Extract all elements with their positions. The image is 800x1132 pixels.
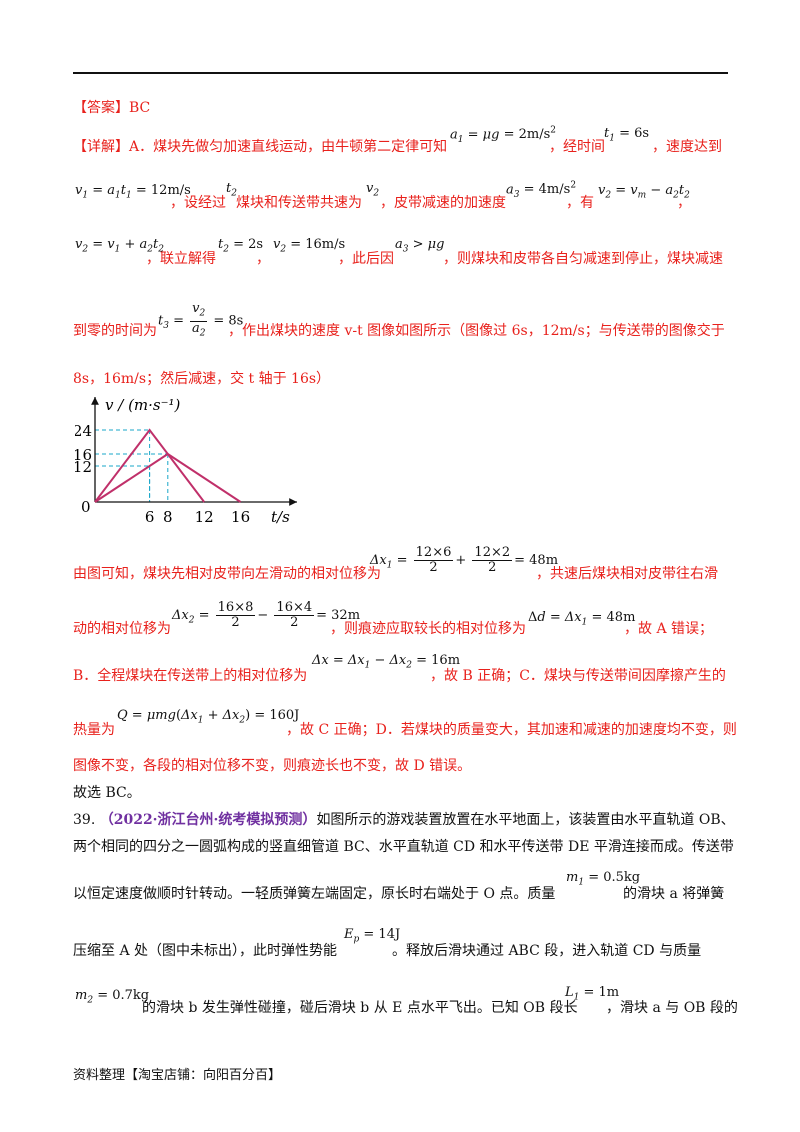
formula-v2eq2: v2 = v1 + a2t2 — [75, 237, 164, 255]
question-line-1: 39. （2022·浙江台州·统考模拟预测）如图所示的游戏装置放置在水平地面上，… — [73, 812, 735, 828]
detail-line-9b: ，故 C 正确；D．若煤块的质量变大，其加速和减速的加速度均不变，则 — [286, 722, 737, 738]
detail-line-2b: 煤块和传送带共速为 — [236, 195, 362, 211]
formula-L1: L1 = 1m — [565, 985, 620, 1003]
y-tick-16: 16 — [75, 446, 92, 464]
formula-dx: Δx = Δx1 − Δx2 = 16m — [312, 653, 461, 671]
formula-a1: a1 = μg = 2m/s2 — [450, 126, 557, 145]
y-tick-12: 12 — [75, 458, 92, 476]
formula-m1: m1 = 0.5kg — [566, 870, 641, 888]
formula-v1: v1 = a1t1 = 12m/s — [75, 183, 191, 201]
question-line-5b: ，滑块 a 与 OB 段的 — [606, 1000, 738, 1016]
series-belt — [94, 428, 205, 503]
detail-line-6b: ，共速后煤块相对皮带往右滑 — [536, 566, 718, 582]
detail-line-2e: ， — [677, 195, 691, 211]
x-tick-12: 12 — [195, 508, 214, 526]
detail-line-5: 8s，16m/s；然后减速，交 t 轴于 16s） — [73, 371, 331, 387]
formula-v2eq: v2 = vm − a2t2 — [598, 183, 690, 201]
x-axis-label: t/s — [271, 508, 290, 526]
question-source: （2022·浙江台州·统考模拟预测） — [99, 812, 317, 828]
formula-dx2: Δx2 = 16×8 2− 16×4 2 = 32m — [172, 600, 361, 630]
formula-dx1: Δx1 = 12×6 2 + 12×2 2 = 48m — [370, 545, 559, 575]
origin-label: 0 — [81, 498, 91, 516]
detail-line-7b: ，则痕迹应取较长的相对位移为 — [330, 621, 526, 637]
formula-ep: Ep = 14J — [344, 927, 401, 945]
detail-line-1c: ，速度达到 — [652, 139, 722, 155]
detail-line-7a: 动的相对位移为 — [73, 621, 171, 637]
question-line-2: 两个相同的四分之一圆弧构成的竖直细管道 BC、水平直轨道 CD 和水平传送带 D… — [73, 839, 734, 855]
detail-line-2a: ，设经过 — [170, 195, 226, 211]
question-line-3a: 以恒定速度做顺时针转动。一轻质弹簧左端固定，原长时右端处于 O 点。质量 — [73, 886, 556, 902]
detail-line-2d: ，有 — [566, 195, 594, 211]
footer-text: 资料整理【淘宝店铺：向阳百分百】 — [73, 1068, 282, 1083]
detail-line-10: 图像不变，各段的相对位移不变，则痕迹长也不变，故 D 错误。 — [73, 758, 472, 774]
detail-line-7c: ，故 A 错误； — [624, 621, 714, 637]
detail-line-2c: ，皮带减速的加速度 — [380, 195, 506, 211]
y-tick-24: 24 — [75, 422, 92, 440]
formula-v2val: v2 = 16m/s — [273, 237, 346, 255]
detail-line-3b: ， — [256, 251, 270, 267]
formula-q: Q = μmg(Δx1 + Δx2) = 160J — [117, 708, 300, 726]
detail-line-4b: ，作出煤块的速度 v-t 图像如图所示（图像过 6s，12m/s；与传送带的图像… — [228, 323, 725, 339]
detail-line-3c: ，此后因 — [338, 251, 394, 267]
x-tick-6: 6 — [145, 508, 155, 526]
formula-t3: t3 = v2 a2 = 8s — [158, 301, 244, 339]
detail-line-9a: 热量为 — [73, 722, 115, 738]
detail-line-11: 故选 BC。 — [73, 785, 141, 801]
header-rule — [73, 72, 728, 74]
formula-m2: m2 = 0.7kg — [75, 988, 150, 1006]
detail-line-8b: ，故 B 正确；C．煤块与传送带间因摩擦产生的 — [430, 668, 726, 684]
formula-a3: a3 = 4m/s2 — [506, 181, 577, 200]
question-number: 39. — [73, 812, 96, 828]
formula-a3cmp: a3 > μg — [395, 237, 445, 255]
detail-line-8a: B．全程煤块在传送带上的相对位移为 — [73, 668, 308, 684]
formula-t1: t1 = 6s — [604, 126, 650, 144]
detail-line-3a: ，联立解得 — [146, 251, 216, 267]
formula-dd: Δd = Δx1 = 48m — [528, 610, 636, 628]
question-line-3b: 的滑块 a 将弹簧 — [623, 886, 725, 902]
x-tick-8: 8 — [163, 508, 173, 526]
detail-line-6a: 由图可知，煤块先相对皮带向左滑动的相对位移为 — [73, 566, 381, 582]
detail-line-1b: ，经时间 — [549, 139, 605, 155]
series-coal — [94, 452, 242, 503]
formula-v2: v2 — [366, 181, 380, 199]
detail-line-4a: 到零的时间为 — [73, 323, 157, 339]
question-line-5a: 的滑块 b 发生弹性碰撞，碰后滑块 b 从 E 点水平飞出。已知 OB 段长 — [142, 1000, 578, 1016]
x-tick-16: 16 — [231, 508, 250, 526]
detail-line-1: 【详解】A．煤块先做匀加速直线运动，由牛顿第二定律可知 — [73, 139, 448, 155]
answer-line: 【答案】BC — [73, 100, 151, 116]
formula-t2val: t2 = 2s — [218, 237, 264, 255]
question-line-4b: 。释放后滑块通过 ABC 段，进入轨道 CD 与质量 — [392, 943, 702, 959]
question-line-4a: 压缩至 A 处（图中未标出），此时弹性势能 — [73, 943, 338, 959]
y-axis-label: v / (m·s⁻¹) — [105, 396, 181, 414]
detail-line-3d: ，则煤块和皮带各自匀减速到停止，煤块减速 — [443, 251, 723, 267]
formula-t2: t2 — [226, 181, 237, 199]
